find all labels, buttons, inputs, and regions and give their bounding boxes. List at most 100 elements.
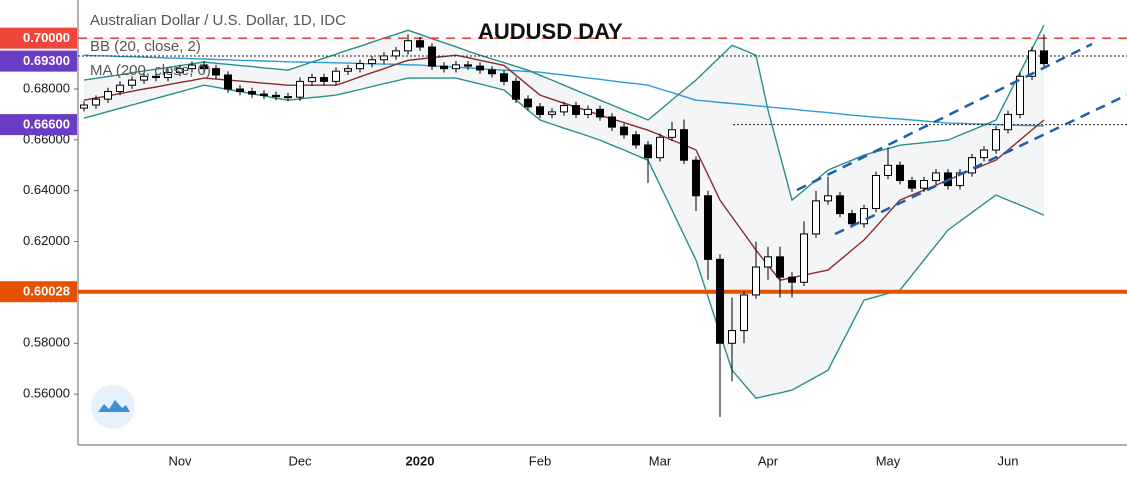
candle-body [356, 63, 364, 70]
candle-body [200, 64, 208, 70]
candle-body [152, 75, 160, 79]
candle-body [776, 256, 784, 278]
candle-body [752, 266, 760, 296]
x-tick-label: Jun [998, 453, 1019, 468]
x-tick-label: Nov [168, 453, 192, 468]
candle-body [572, 105, 580, 115]
candle-body [416, 40, 424, 48]
candle-body [560, 105, 568, 113]
candle-body [800, 233, 808, 283]
bollinger-fill [84, 25, 1044, 399]
y-tick-label: 0.68000 [23, 80, 70, 95]
candle-body [728, 330, 736, 344]
candle-body [212, 68, 220, 76]
candle-body [740, 294, 748, 332]
level-label: 0.66600 [23, 117, 70, 132]
candle-body [272, 94, 280, 98]
candle-body [692, 159, 700, 197]
bollinger-lower [83, 77, 1045, 399]
legend-indicator: MA (200, close, 0) [90, 62, 211, 79]
candle-body [968, 157, 976, 174]
candle-body [1028, 50, 1036, 77]
candle-body [548, 111, 556, 115]
candle-body [980, 149, 988, 159]
candle-body [920, 180, 928, 189]
candle-body [224, 74, 232, 90]
candle-body [464, 64, 472, 67]
candle-body [824, 195, 832, 202]
candle-body [656, 136, 664, 159]
ma-line [83, 54, 1045, 127]
candle-body [284, 96, 292, 99]
candle-body [380, 55, 388, 61]
candle-body [884, 164, 892, 176]
candle-body [104, 91, 112, 100]
candle-body [392, 50, 400, 57]
candle-body [188, 64, 196, 70]
candle-body [992, 129, 1000, 151]
candle-body [80, 104, 88, 109]
candle-body [140, 75, 148, 81]
candle-body [500, 73, 508, 82]
y-tick-label: 0.64000 [23, 182, 70, 197]
chart-title: AUDUSD DAY [478, 19, 623, 44]
x-tick-label: 2020 [406, 453, 435, 468]
candle-body [860, 208, 868, 225]
y-tick-label: 0.58000 [23, 335, 70, 350]
candle-body [932, 172, 940, 182]
candle-body [584, 108, 592, 115]
logo-mark [98, 400, 130, 412]
candle-body [236, 88, 244, 93]
bollinger-upper [83, 24, 1045, 202]
candle-body [428, 46, 436, 67]
candle-body [872, 174, 880, 210]
candle-body [680, 129, 688, 161]
candle-body [1004, 113, 1012, 131]
legend-indicator: BB (20, close, 2) [90, 38, 201, 55]
candle-body [536, 106, 544, 115]
candle-body [512, 80, 520, 100]
candle-body [632, 134, 640, 146]
candle-body [128, 79, 136, 86]
candle-body [848, 213, 856, 225]
level-label: 0.70000 [23, 30, 70, 45]
candle-body [320, 77, 328, 82]
candle-body [788, 276, 796, 283]
candle-body [404, 40, 412, 52]
candle-body [476, 65, 484, 71]
level-label: 0.60028 [23, 284, 70, 299]
candle-body [260, 93, 268, 96]
candle-body [764, 256, 772, 268]
x-tick-label: Feb [529, 453, 551, 468]
candle-body [332, 70, 340, 82]
legend-symbol: Australian Dollar / U.S. Dollar, 1D, IDC [90, 12, 346, 29]
candle-body [1016, 75, 1024, 115]
candle-body [116, 84, 124, 93]
level-label-box [0, 281, 77, 303]
x-tick-label: Mar [649, 453, 672, 468]
candle-body [92, 98, 100, 106]
candle-body [308, 77, 316, 82]
candle-body [896, 164, 904, 182]
x-tick-label: Dec [288, 453, 312, 468]
x-tick-label: May [876, 453, 901, 468]
candle-body [608, 116, 616, 128]
trend-line [796, 42, 1093, 192]
level-label: 0.69300 [23, 53, 70, 68]
candle-body [812, 200, 820, 235]
candle-body [176, 68, 184, 73]
level-label-box [0, 50, 77, 72]
candle-body [704, 195, 712, 260]
plot-area [78, 24, 1127, 418]
level-label-box [0, 27, 77, 49]
candle-body [452, 64, 460, 70]
candle-body [596, 108, 604, 118]
candle-body [296, 80, 304, 98]
candle-body [1040, 50, 1048, 65]
x-tick-label: Apr [758, 453, 779, 468]
candle-body [440, 65, 448, 70]
trend-line [834, 93, 1127, 236]
candle-body [716, 258, 724, 344]
candle-body [524, 98, 532, 108]
